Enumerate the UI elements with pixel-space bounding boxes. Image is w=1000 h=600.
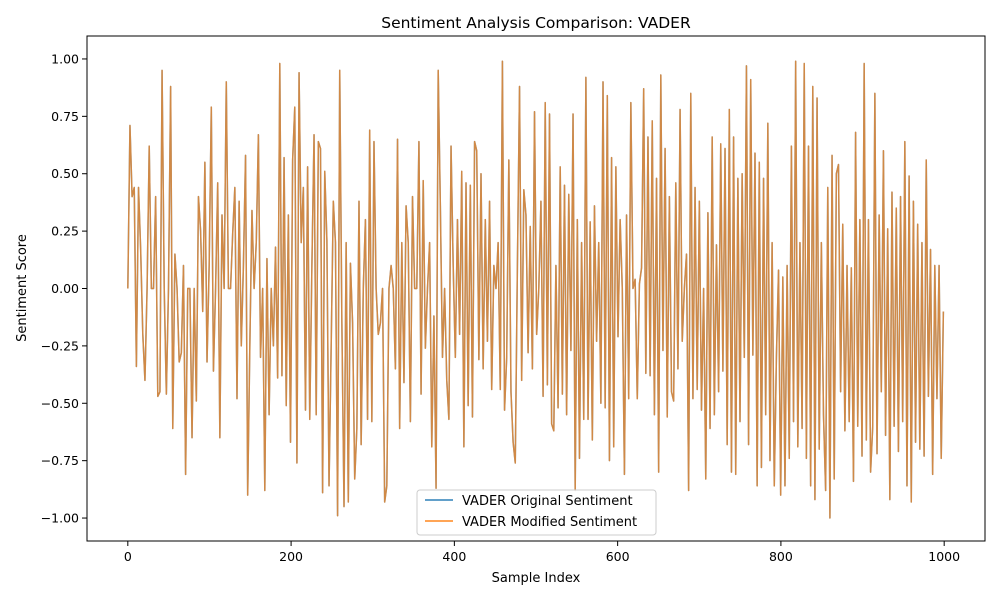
x-axis: 0 200 400 600 800 1000	[124, 541, 960, 564]
y-tick-label: −0.25	[41, 338, 79, 353]
x-tick-label: 800	[769, 549, 793, 564]
x-tick-label: 400	[442, 549, 466, 564]
y-tick-label: 0.00	[51, 281, 79, 296]
legend-label-original: VADER Original Sentiment	[462, 494, 633, 509]
legend-label-modified: VADER Modified Sentiment	[462, 515, 637, 530]
x-axis-label: Sample Index	[492, 571, 581, 586]
y-tick-label: −1.00	[41, 511, 79, 526]
y-axis: −1.00 −0.75 −0.50 −0.25 0.00 0.25 0.50 0.75 1.00	[41, 51, 87, 526]
y-tick-label: −0.75	[41, 453, 79, 468]
x-tick-label: 600	[606, 549, 630, 564]
y-tick-label: 0.50	[51, 166, 79, 181]
y-axis-label: Sentiment Score	[15, 234, 30, 342]
chart-title: Sentiment Analysis Comparison: VADER	[381, 14, 691, 32]
series-line-modified	[127, 60, 945, 519]
legend-box	[416, 489, 657, 536]
x-tick-label: 0	[124, 549, 132, 564]
series-layer	[127, 60, 945, 519]
y-tick-label: 1.00	[51, 51, 79, 66]
y-tick-label: 0.25	[51, 224, 79, 239]
y-tick-label: 0.75	[51, 109, 79, 124]
x-tick-label: 200	[279, 549, 303, 564]
x-tick-label: 1000	[928, 549, 960, 564]
legend: VADER Original Sentiment VADER Modified …	[416, 489, 657, 536]
y-tick-label: −0.50	[41, 396, 79, 411]
